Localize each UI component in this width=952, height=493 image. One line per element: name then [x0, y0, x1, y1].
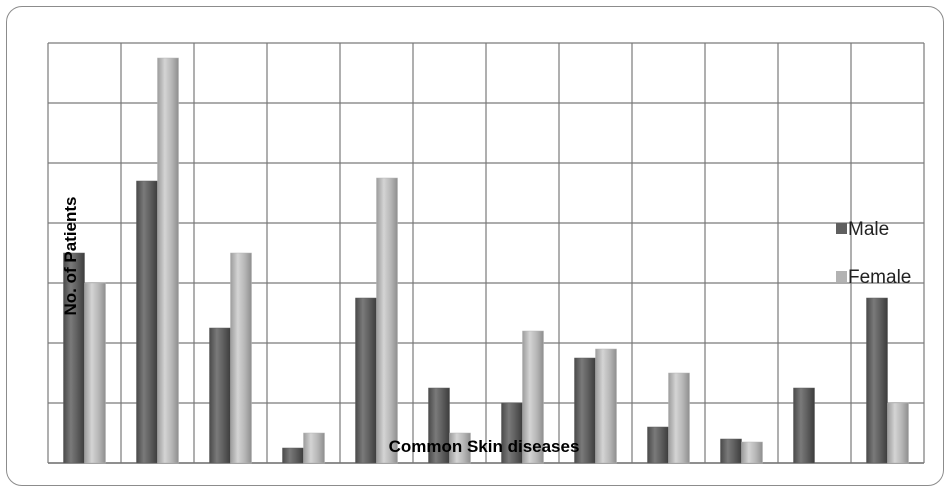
bar-female [303, 432, 325, 464]
legend-label-female: Female [848, 267, 911, 288]
bar-male [866, 297, 888, 464]
legend: Male Female [836, 219, 911, 288]
bars [63, 57, 909, 464]
bar-female [522, 330, 544, 464]
bar-female [157, 57, 179, 464]
bar-male [793, 387, 815, 464]
bar-male [647, 426, 669, 464]
bar-female [741, 441, 763, 464]
bar-male [282, 447, 304, 464]
bar-female [84, 282, 106, 464]
bar-female [887, 402, 909, 464]
bar-male [209, 327, 231, 464]
bar-male [428, 387, 450, 464]
bar-female [449, 432, 471, 464]
y-axis-title: No. of Patients [61, 196, 80, 315]
bar-female [668, 372, 690, 464]
legend-label-male: Male [848, 219, 889, 240]
legend-swatch-male [836, 223, 847, 234]
bar-male [136, 180, 158, 464]
bar-female [376, 177, 398, 464]
legend-swatch-female [836, 271, 847, 282]
bar-female [230, 252, 252, 464]
bar-female [595, 348, 617, 464]
bar-male [355, 297, 377, 464]
bar-male [720, 438, 742, 464]
grid-lines [47, 42, 925, 464]
x-axis-title: Common Skin diseases [389, 437, 580, 456]
